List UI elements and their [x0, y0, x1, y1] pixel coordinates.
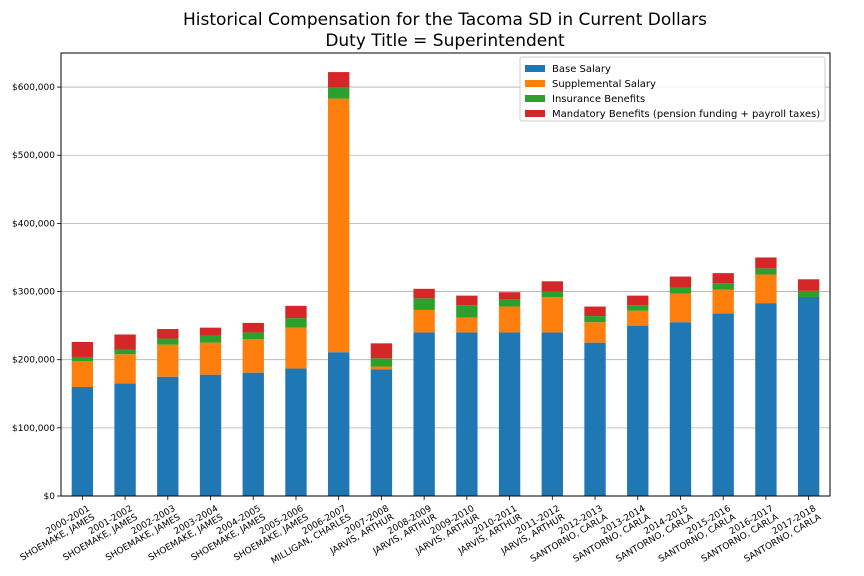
bar-segment-insurance	[584, 316, 606, 323]
bar-segment-base	[71, 386, 94, 496]
bar-segment-base	[242, 372, 264, 496]
bar-segment-insurance	[199, 335, 222, 343]
bar-segment-base	[669, 322, 692, 496]
bars	[71, 72, 820, 496]
legend-swatch	[525, 110, 545, 117]
bar-segment-mandatory	[328, 72, 350, 88]
bar-segment-supplemental	[328, 98, 350, 353]
legend-label: Supplemental Salary	[552, 79, 656, 90]
bar-segment-supplemental	[413, 309, 435, 333]
legend-label: Base Salary	[552, 64, 611, 75]
bar-segment-supplemental	[456, 317, 478, 333]
bar-segment-mandatory	[199, 327, 222, 336]
bar-segment-mandatory	[114, 334, 136, 350]
bar-segment-base	[157, 376, 179, 496]
legend-label: Mandatory Benefits (pension funding + pa…	[552, 109, 820, 120]
bar-segment-insurance	[797, 290, 820, 297]
bar-segment-mandatory	[242, 322, 264, 333]
bar-segment-supplemental	[114, 354, 136, 384]
chart-title: Historical Compensation for the Tacoma S…	[183, 10, 707, 30]
bar-segment-mandatory	[755, 257, 777, 269]
bar-segment-insurance	[157, 338, 179, 345]
bar-segment-mandatory	[285, 305, 307, 319]
bar-segment-base	[755, 303, 777, 496]
bar-segment-mandatory	[797, 279, 820, 291]
bar-segment-insurance	[712, 283, 734, 290]
bar-segment-mandatory	[498, 292, 521, 300]
legend: Base Salary Supplemental Salary Insurance …	[519, 56, 826, 122]
bar-segment-base	[370, 369, 393, 496]
plot-frame	[60, 52, 831, 497]
y-tick-label: $300,000	[12, 288, 55, 298]
bar-segment-mandatory	[456, 295, 478, 306]
bar-segment-supplemental	[669, 293, 692, 323]
bar-segment-insurance	[456, 305, 478, 318]
chart-subtitle: Duty Title = Superintendent	[325, 31, 565, 51]
legend-swatch	[525, 95, 545, 102]
bar-segment-insurance	[627, 305, 649, 311]
bar-segment-insurance	[755, 268, 777, 275]
legend-box	[519, 56, 826, 122]
bar-segment-insurance	[71, 356, 94, 362]
y-tick-label: $500,000	[12, 151, 55, 161]
bar-segment-base	[199, 374, 222, 496]
bar-segment-mandatory	[627, 295, 649, 306]
bar-segment-supplemental	[285, 327, 307, 369]
bar-segment-base	[456, 332, 478, 496]
gridlines	[61, 86, 830, 429]
bar-segment-supplemental	[627, 310, 649, 326]
bar-segment-supplemental	[370, 366, 393, 370]
y-tick-label: $0	[44, 492, 56, 502]
bar-segment-base	[498, 332, 521, 496]
bar-segment-supplemental	[242, 339, 264, 373]
bar-segment-insurance	[413, 298, 435, 310]
bar-segment-supplemental	[157, 344, 179, 377]
bar-segment-insurance	[370, 358, 393, 367]
bar-segment-insurance	[114, 349, 136, 355]
y-axis: $0 $100,000 $200,000 $300,000 $400,000 $500,0…	[12, 83, 61, 502]
bar-segment-insurance	[242, 332, 264, 340]
bar-segment-supplemental	[755, 274, 777, 304]
bar-segment-insurance	[328, 87, 350, 99]
legend-swatch	[525, 80, 545, 87]
bar-segment-base	[584, 342, 606, 496]
bar-segment-mandatory	[541, 281, 563, 292]
bar-segment-base	[328, 352, 350, 496]
bar-segment-supplemental	[199, 342, 222, 375]
legend-swatch	[525, 65, 545, 72]
bar-segment-insurance	[541, 291, 563, 297]
bar-segment-base	[114, 383, 136, 496]
bar-segment-supplemental	[71, 361, 94, 387]
bar-segment-supplemental	[712, 289, 734, 314]
bar-segment-supplemental	[498, 306, 521, 333]
bar-segment-mandatory	[71, 341, 94, 357]
y-tick-label: $100,000	[12, 424, 55, 434]
bar-segment-base	[627, 325, 649, 496]
bar-segment-mandatory	[669, 276, 692, 288]
bar-segment-mandatory	[712, 273, 734, 284]
legend-label: Insurance Benefits	[552, 94, 645, 105]
bar-segment-mandatory	[157, 329, 179, 339]
bar-segment-mandatory	[413, 288, 435, 299]
bar-segment-supplemental	[584, 322, 606, 343]
bar-segment-base	[541, 332, 563, 496]
bar-segment-mandatory	[370, 343, 393, 359]
y-tick-label: $200,000	[12, 356, 55, 366]
y-tick-label: $400,000	[12, 219, 55, 229]
bar-segment-base	[413, 332, 435, 496]
bar-segment-base	[285, 368, 307, 496]
bar-segment-insurance	[285, 318, 307, 328]
bar-segment-mandatory	[584, 306, 606, 317]
bar-segment-insurance	[498, 299, 521, 307]
bar-segment-base	[797, 296, 820, 496]
bar-segment-supplemental	[541, 296, 563, 333]
y-tick-label: $600,000	[12, 83, 55, 93]
bar-segment-insurance	[669, 287, 692, 294]
bar-segment-base	[712, 313, 734, 496]
